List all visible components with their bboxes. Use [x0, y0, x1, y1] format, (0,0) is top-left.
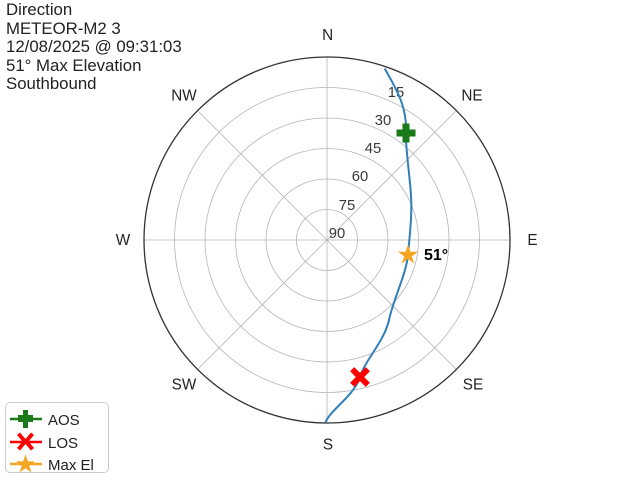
svg-text:N: N	[322, 27, 333, 44]
svg-text:SE: SE	[463, 377, 483, 394]
svg-text:W: W	[116, 232, 131, 249]
svg-text:60: 60	[352, 169, 368, 185]
svg-text:S: S	[323, 437, 333, 454]
svg-text:30: 30	[375, 113, 391, 129]
svg-text:NE: NE	[461, 88, 482, 105]
svg-text:90: 90	[329, 226, 345, 242]
svg-text:51°: 51°	[424, 247, 448, 264]
svg-text:45: 45	[365, 141, 381, 157]
svg-text:E: E	[527, 232, 537, 249]
svg-text:75: 75	[339, 198, 355, 214]
svg-text:SW: SW	[172, 377, 197, 394]
